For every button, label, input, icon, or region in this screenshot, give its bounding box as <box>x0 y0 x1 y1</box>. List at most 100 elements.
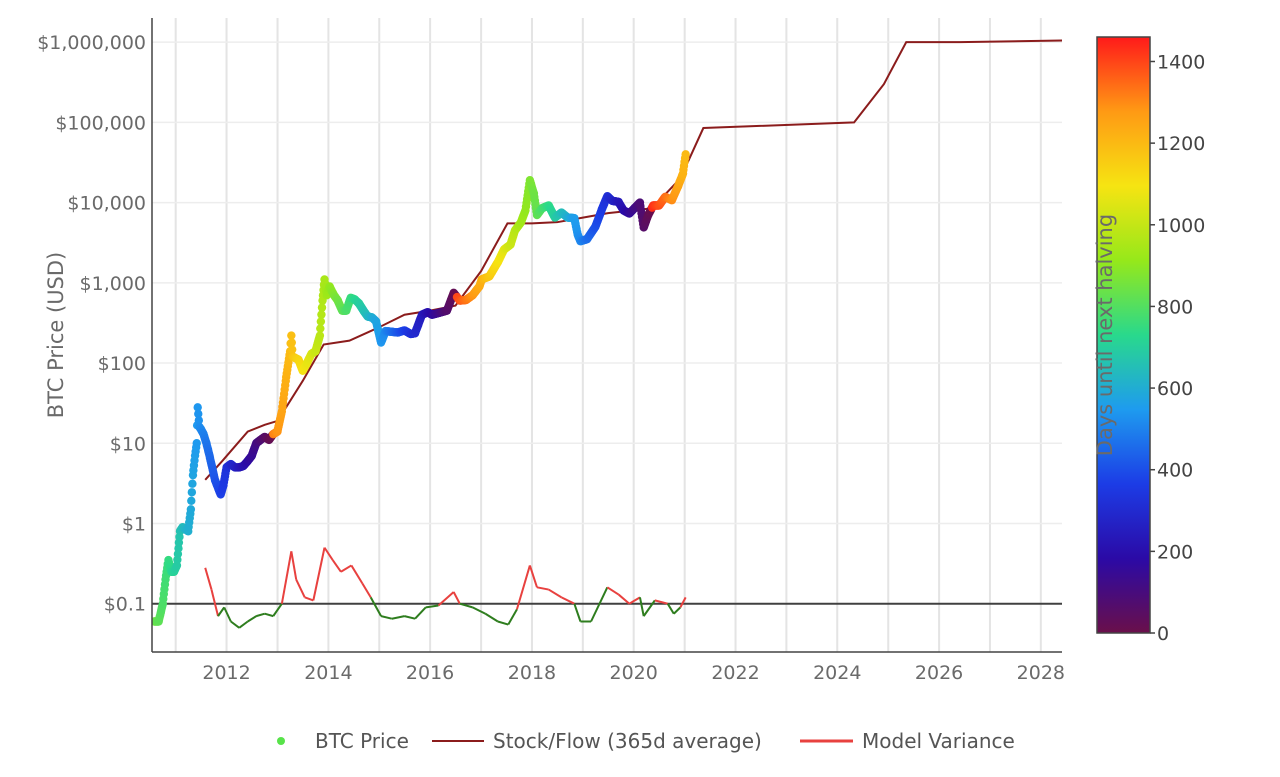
model-variance-segment <box>290 551 298 580</box>
colorbar: 0 200 400 600 800 1000 1200 1400 <box>1096 36 1205 645</box>
model-variance-segment <box>528 565 538 588</box>
model-variance-segment <box>204 567 213 590</box>
colorbar-tick-label: 200 <box>1157 541 1193 563</box>
x-tick-label: 2022 <box>711 662 759 684</box>
model-variance-segment <box>666 603 675 615</box>
btc-price-point <box>287 345 297 354</box>
model-variance-segment <box>459 602 473 609</box>
model-variance-segment <box>238 620 249 629</box>
x-tick-label: 2012 <box>202 662 250 684</box>
y-tick-label: $1,000,000 <box>37 32 146 54</box>
grid <box>152 18 1062 652</box>
model-variance-segment <box>295 579 306 598</box>
model-variance-segment <box>230 620 240 629</box>
model-variance-segment <box>280 551 293 604</box>
model-variance-segment <box>247 615 257 623</box>
btc-price-point <box>186 505 196 514</box>
model-variance-segment <box>264 612 274 618</box>
colorbar-tick-label: 600 <box>1157 378 1193 400</box>
btc-price-point <box>287 331 296 340</box>
model-variance-segment <box>404 615 416 620</box>
btc-price-point <box>194 416 204 425</box>
model-variance-segment <box>272 603 283 617</box>
colorbar-tick-label: 800 <box>1157 296 1193 318</box>
model-variance-segment <box>414 606 427 620</box>
model-variance-segment <box>654 599 668 605</box>
model-variance-segment <box>507 608 518 626</box>
btc-price-point <box>317 310 326 319</box>
legend-label-stock-flow: Stock/Flow (365d average) <box>493 729 762 753</box>
colorbar-tick-label: 1200 <box>1157 133 1205 155</box>
legend-swatch-btc-price <box>277 737 285 745</box>
model-variance-segment <box>437 591 455 607</box>
legend: BTC Price Stock/Flow (365d average) Model … <box>277 729 1015 753</box>
y-tick-label: $100,000 <box>55 112 146 134</box>
btc-price-point <box>681 150 690 159</box>
model-variance-segment <box>606 586 620 596</box>
x-tick-label: 2028 <box>1017 662 1065 684</box>
model-variance-segment <box>673 606 682 615</box>
model-variance-segment <box>628 596 641 605</box>
btc-price-point <box>317 303 327 312</box>
x-tick-label: 2014 <box>304 662 352 684</box>
data-layer <box>152 39 1062 629</box>
model-variance-segment <box>331 559 342 573</box>
btc-price-point <box>187 496 196 506</box>
x-tick-label: 2016 <box>406 662 454 684</box>
y-tick-label: $1,000 <box>80 273 146 295</box>
btc-price-point <box>192 439 201 448</box>
model-variance-segment <box>391 615 405 620</box>
y-tick-label: $0.1 <box>104 594 146 616</box>
x-tick-label: 2018 <box>508 662 556 684</box>
x-tick-label: 2024 <box>813 662 861 684</box>
x-tick-label: 2020 <box>610 662 658 684</box>
model-variance-segment <box>425 604 439 609</box>
x-axis-ticks: 2012 2014 2016 2018 2020 2022 2024 2026 2028 <box>202 662 1065 684</box>
legend-label-btc-price: BTC Price <box>315 729 409 753</box>
btc-price-point <box>316 317 326 326</box>
btc-price-point <box>287 338 296 347</box>
model-variance-segment <box>223 606 232 622</box>
colorbar-tick-label: 1000 <box>1157 215 1205 237</box>
model-variance-segment <box>304 596 314 602</box>
colorbar-tick-label: 400 <box>1157 460 1193 482</box>
y-tick-label: $10,000 <box>67 193 146 215</box>
model-variance-segment <box>312 547 326 601</box>
model-variance-segment <box>515 565 531 610</box>
btc-price-point <box>188 479 197 488</box>
y-axis-ticks: $0.1 $1 $10 $100 $1,000 $10,000 $100,000 $1,000… <box>37 32 146 616</box>
model-variance-segment <box>497 620 509 626</box>
model-variance-segment <box>255 612 265 618</box>
model-variance-segment <box>452 591 461 605</box>
model-variance-segment <box>617 593 631 605</box>
colorbar-title: Days until next halving <box>1093 214 1117 456</box>
model-variance-segment <box>323 547 334 561</box>
model-variance-segment <box>350 564 364 584</box>
model-variance-segment <box>548 588 563 599</box>
x-tick-label: 2026 <box>915 662 963 684</box>
model-variance-segment <box>590 586 609 622</box>
model-variance-segment <box>340 564 352 573</box>
btc-price-point <box>193 403 202 412</box>
btc-price-point <box>315 331 325 340</box>
model-variance-segment <box>679 596 687 608</box>
model-variance-segment <box>217 606 225 617</box>
y-tick-label: $1 <box>122 513 146 535</box>
model-variance-segment <box>361 582 372 598</box>
model-variance-segment <box>638 597 645 617</box>
model-variance-segment <box>472 606 486 615</box>
btc-price-point <box>187 488 197 497</box>
model-variance-segment <box>484 612 499 623</box>
btc-price-point <box>316 324 325 333</box>
model-variance-segment <box>369 596 382 617</box>
model-variance-segment <box>210 589 220 617</box>
axes <box>151 18 1062 653</box>
y-axis-title: BTC Price (USD) <box>44 252 68 419</box>
legend-label-model-variance: Model Variance <box>862 729 1015 753</box>
model-variance-segment <box>536 586 549 591</box>
btc-price-point <box>194 409 203 419</box>
model-variance-segment <box>561 596 575 605</box>
colorbar-tick-label: 0 <box>1157 623 1169 645</box>
